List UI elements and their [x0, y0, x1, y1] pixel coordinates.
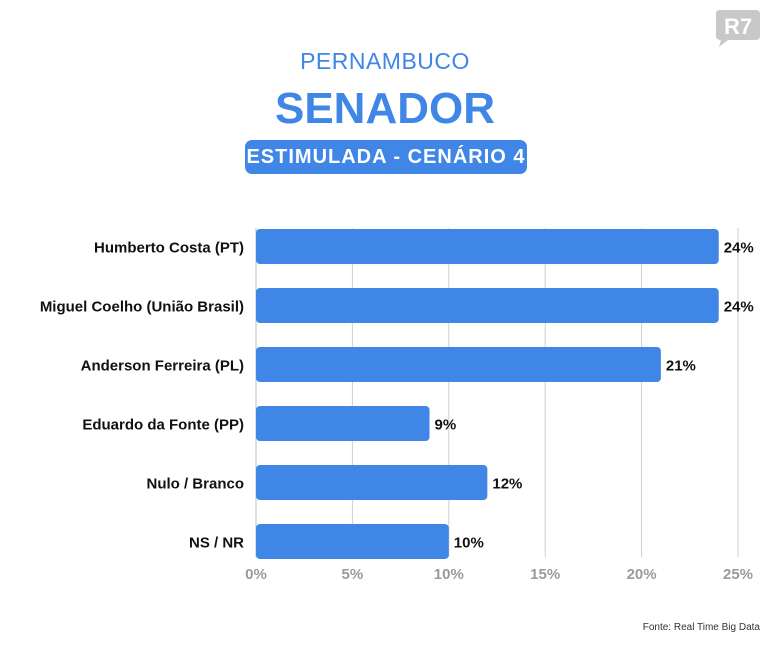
chart-subtitle: PERNAMBUCO [300, 48, 470, 74]
category-label: NS / NR [189, 535, 244, 552]
category-label: Nulo / Branco [146, 476, 244, 493]
x-tick-label: 5% [342, 566, 364, 583]
data-label: 9% [435, 417, 457, 434]
x-tick-label: 10% [434, 566, 464, 583]
data-label: 10% [454, 535, 484, 552]
data-label: 12% [492, 476, 522, 493]
bar [256, 524, 449, 559]
r7-logo: R7 [716, 10, 760, 47]
category-label: Eduardo da Fonte (PP) [82, 417, 244, 434]
x-tick-label: 0% [245, 566, 267, 583]
chart-title: SENADOR [274, 84, 496, 133]
logo-text: R7 [724, 14, 752, 39]
bar [256, 229, 719, 264]
x-tick-label: 25% [723, 566, 753, 583]
scenario-badge: ESTIMULADA - CENÁRIO 4 [245, 140, 527, 174]
bar-chart: Humberto Costa (PT) 24% Miguel Coelho (Uni… [40, 228, 754, 583]
bar [256, 288, 719, 323]
category-label: Miguel Coelho (União Brasil) [40, 299, 244, 316]
data-label: 24% [724, 240, 754, 257]
data-label: 24% [724, 299, 754, 316]
data-label: 21% [666, 358, 696, 375]
bar [256, 406, 430, 441]
source-note: Fonte: Real Time Big Data [642, 622, 760, 633]
category-label: Humberto Costa (PT) [94, 240, 244, 257]
bar [256, 465, 488, 500]
x-tick-label: 20% [627, 566, 657, 583]
bar [256, 347, 661, 382]
x-tick-label: 15% [530, 566, 560, 583]
category-label: Anderson Ferreira (PL) [81, 358, 244, 375]
